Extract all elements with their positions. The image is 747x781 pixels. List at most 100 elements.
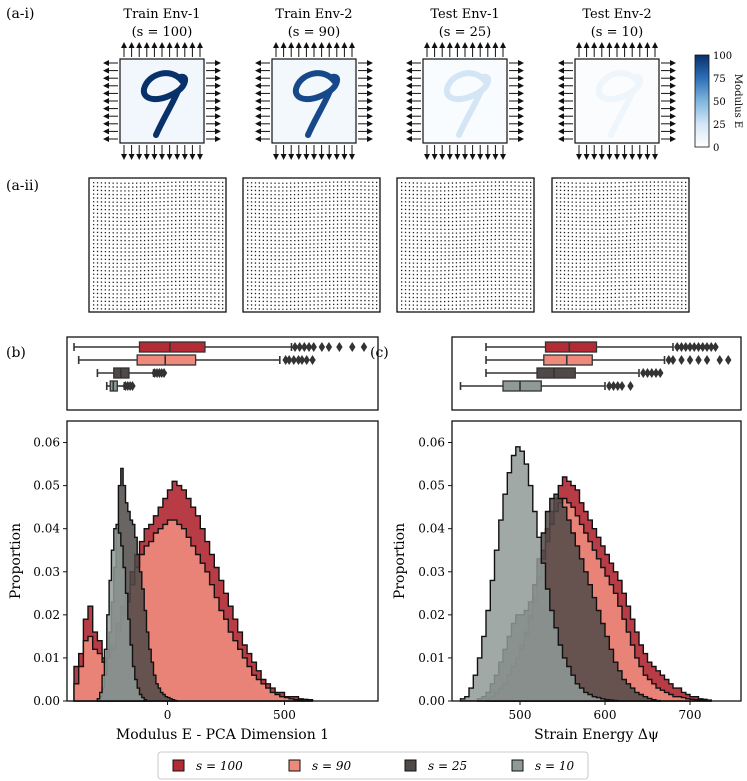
box	[502, 380, 542, 392]
outlier	[325, 342, 333, 352]
x-axis-label: Modulus E - PCA Dimension 1	[116, 727, 329, 743]
y-tick-label: 0.05	[33, 479, 60, 493]
deformed-grid-3	[396, 177, 535, 313]
y-tick-label: 0.03	[418, 565, 445, 579]
colorbar-tick-75: 75	[713, 74, 726, 85]
outlier	[129, 381, 136, 391]
legend: s = 100 s = 90 s = 25 s = 10	[157, 751, 589, 780]
legend-swatch-90	[288, 759, 301, 772]
deformed-grids	[88, 177, 690, 313]
box	[536, 367, 576, 379]
load-arrows	[255, 42, 373, 160]
y-tick-label: 0.01	[418, 651, 445, 665]
y-axis-label: Proportion	[392, 523, 408, 599]
outlier	[648, 368, 655, 378]
outlier	[318, 342, 326, 352]
grid-points	[247, 181, 378, 310]
grid-frame	[551, 177, 690, 313]
deformed-grid-4	[551, 177, 690, 313]
outlier	[349, 342, 356, 352]
grid-points	[401, 181, 532, 310]
outlier	[291, 342, 299, 352]
boxplot-frame	[451, 336, 742, 411]
outlier	[708, 342, 715, 352]
boxplot-frame	[66, 336, 379, 411]
outlier	[725, 355, 732, 365]
grid-frame	[396, 177, 535, 313]
box	[543, 354, 593, 366]
legend-swatch-10	[511, 759, 524, 772]
colorbar-tick-25: 25	[713, 120, 726, 131]
env-s-2: (s = 90)	[288, 25, 341, 40]
digit-loop	[292, 70, 340, 102]
x-tick-label: 700	[679, 708, 702, 722]
grid-points	[93, 181, 224, 310]
y-tick-label: 0.03	[33, 565, 60, 579]
environment-titles: Train Env-1 (s = 100) Train Env-2 (s = 9…	[123, 7, 651, 40]
boxplot-s10	[105, 380, 136, 392]
outlier	[282, 355, 289, 365]
env-s-4: (s = 10)	[591, 25, 644, 40]
boxplot-s25	[485, 367, 664, 379]
digit-loop	[140, 70, 188, 102]
load-arrows	[103, 42, 221, 160]
y-tick-label: 0.01	[33, 651, 60, 665]
outlier	[644, 368, 651, 378]
env-title-4: Test Env-2	[582, 7, 651, 22]
deformed-grid-1	[88, 177, 227, 313]
modulus-images	[103, 42, 676, 160]
outlier	[336, 342, 343, 352]
outlier	[678, 355, 685, 365]
outlier	[669, 355, 677, 365]
chart-b: 0.00 0.01 0.02 0.03 0.04 0.05 0.06 0 500 Modulus …	[8, 336, 379, 743]
outlier	[657, 368, 664, 378]
modulus-image-1	[103, 42, 221, 160]
x-tick-label: 600	[594, 708, 617, 722]
x-tick-label: 500	[273, 708, 296, 722]
outlier	[703, 342, 711, 352]
y-tick-label: 0.05	[418, 479, 445, 493]
outlier	[703, 355, 711, 365]
outlier	[678, 342, 685, 352]
legend-swatch-25	[404, 759, 417, 772]
plot-frame	[451, 420, 742, 702]
x-tick-label: 500	[509, 708, 532, 722]
digit-stem	[456, 88, 484, 138]
panel-label-b: (b)	[6, 345, 26, 361]
boxplot-s10	[459, 380, 634, 392]
outlier	[686, 342, 694, 352]
colorbar-tick-0: 0	[713, 143, 719, 154]
outlier	[665, 355, 672, 365]
legend-label-90: s = 90	[312, 759, 351, 773]
boxplot-s90	[77, 354, 316, 366]
legend-label-10: s = 10	[535, 759, 574, 773]
digit-loop	[595, 70, 643, 102]
modulus-image-3	[406, 42, 524, 160]
grid-frame	[88, 177, 227, 313]
y-tick-label: 0.00	[418, 694, 445, 708]
colorbar-label: Modulus E	[732, 74, 743, 128]
deformed-grid-2	[242, 177, 381, 313]
outlier	[618, 381, 626, 391]
outlier	[295, 355, 302, 365]
box	[138, 341, 206, 353]
outlier	[310, 342, 317, 352]
y-tick-label: 0.04	[33, 522, 60, 536]
grid-frame	[242, 177, 381, 313]
outlier	[712, 342, 719, 352]
env-s-3: (s = 25)	[439, 25, 492, 40]
legend-label-100: s = 100	[196, 759, 243, 773]
box	[544, 341, 598, 353]
digit-stem	[608, 88, 636, 138]
outlier	[640, 368, 647, 378]
y-axis-label: Proportion	[8, 523, 24, 599]
outlier	[303, 355, 310, 365]
outlier	[699, 342, 706, 352]
boxplot-s90	[485, 354, 732, 366]
outlier	[606, 381, 613, 391]
digit-stem	[153, 88, 181, 138]
outlier	[695, 342, 702, 352]
y-tick-label: 0.06	[418, 436, 445, 450]
outlier	[301, 342, 308, 352]
